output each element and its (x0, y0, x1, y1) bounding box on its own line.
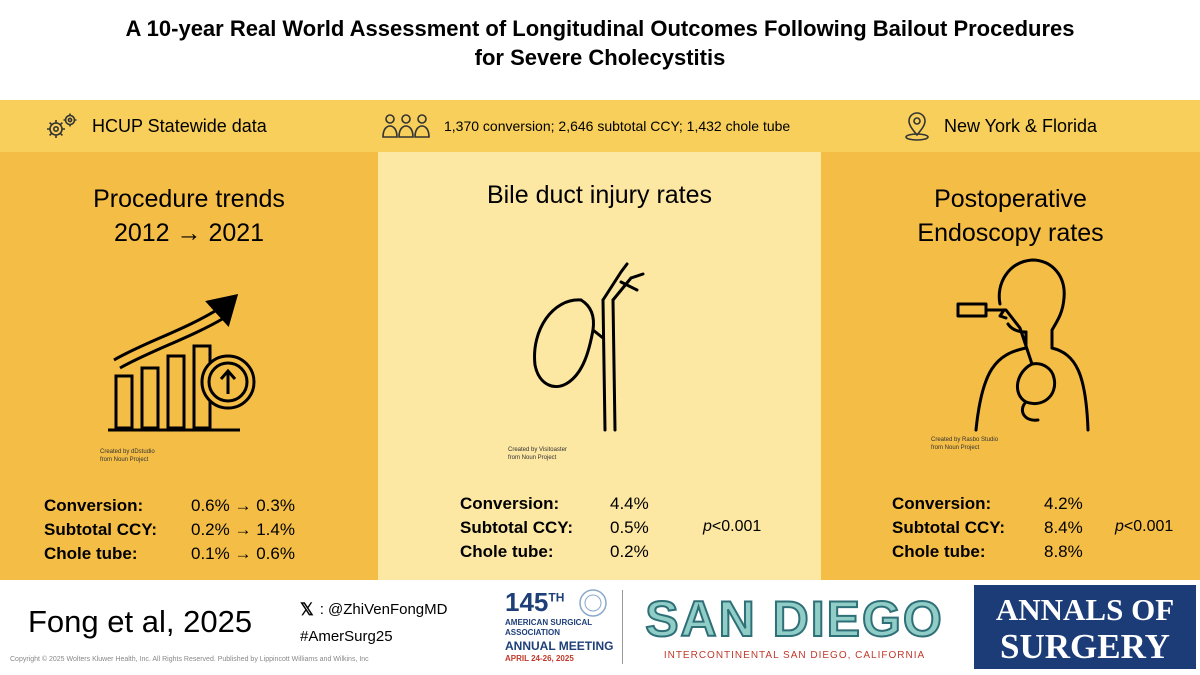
stat-label: Conversion: (460, 494, 560, 513)
stat-label: Chole tube: (44, 544, 138, 563)
meeting-number-suffix: TH (548, 590, 565, 605)
stat-row: Conversion: 4.2% (892, 492, 1083, 516)
bile-duct-injury-stats: Conversion: 4.4% Subtotal CCY: 0.5% Chole … (460, 492, 649, 564)
stat-row: Subtotal CCY: 8.4% (892, 516, 1083, 540)
asa-seal-icon (579, 589, 607, 617)
stat-label: Subtotal CCY: (44, 520, 158, 539)
procedure-trends-title: Procedure trends 2012 → 2021 (0, 182, 378, 250)
copyright: Copyright © 2025 Wolters Kluwer Health, … (10, 656, 369, 663)
x-logo-icon: 𝕏 (300, 600, 314, 619)
left-icon-credit: Created by dDstudio from Noun Project (100, 448, 155, 464)
left-credit-line-1: Created by dDstudio (100, 449, 155, 455)
san-diego-logo: SAN DIEGO INTERCONTINENTAL SAN DIEGO, CA… (632, 588, 957, 664)
location-item: New York & Florida (902, 100, 1097, 152)
stat-label: Chole tube: (892, 542, 986, 561)
stat-label: Conversion: (892, 494, 992, 513)
procedure-trends-title-line-1: Procedure trends (93, 185, 285, 213)
cohort-item: 1,370 conversion; 2,646 subtotal CCY; 1,… (380, 100, 790, 152)
growth-chart-icon (108, 294, 256, 432)
right-icon-credit: Created by Rasbo Studio from Noun Projec… (931, 436, 998, 452)
endoscopy-panel: Postoperative Endoscopy rates Created by… (821, 152, 1200, 580)
center-p-value: p<0.001 (703, 518, 761, 536)
stat-value: 8.4% (1044, 518, 1083, 537)
stat-row: Chole tube: 8.8% (892, 540, 1083, 564)
location-text: New York & Florida (944, 115, 1098, 136)
annals-of-surgery-logo: ANNALS OF SURGERY (974, 585, 1196, 669)
stat-value: 0.2% → 1.4% (191, 520, 295, 539)
stat-label: Subtotal CCY: (460, 518, 574, 537)
meeting-number: 145TH (505, 587, 564, 618)
p-threshold: <0.001 (1123, 518, 1174, 535)
right-credit-line-2: from Noun Project (931, 445, 980, 451)
page-title: A 10-year Real World Assessment of Longi… (0, 14, 1200, 72)
journal-line-2: SURGERY (1000, 627, 1170, 666)
people-group-icon (382, 114, 430, 138)
meeting-org: AMERICAN SURGICAL ASSOCIATION (505, 618, 592, 637)
meeting-dates: APRIL 24-26, 2025 (505, 654, 574, 663)
p-symbol: p (703, 518, 712, 535)
info-strip: HCUP Statewide data 1,370 conversion; 2,… (0, 100, 1200, 152)
hashtag[interactable]: #AmerSurg25 (300, 628, 393, 645)
bile-duct-injury-title: Bile duct injury rates (486, 181, 713, 209)
center-icon-credit: Created by Visitoaster from Noun Project (508, 446, 567, 462)
center-credit-line-1: Created by Visitoaster (508, 447, 567, 453)
twitter-handle[interactable]: : @ZhiVenFongMD (319, 601, 448, 618)
meeting-number-value: 145 (505, 587, 549, 617)
gears-icon (47, 113, 77, 138)
venue-text: INTERCONTINENTAL SAN DIEGO, CALIFORNIA (663, 650, 926, 661)
title-line-1: A 10-year Real World Assessment of Longi… (125, 16, 1075, 41)
stat-label: Conversion: (44, 496, 144, 515)
bile-duct-injury-panel: Bile duct injury rates Created by Visito… (378, 152, 821, 580)
p-threshold: <0.001 (711, 518, 762, 535)
stat-value: 8.8% (1044, 542, 1083, 561)
endoscopy-stats: Conversion: 4.2% Subtotal CCY: 8.4% Chole … (892, 492, 1083, 564)
citation: Fong et al, 2025 (28, 604, 253, 639)
endoscopy-person-icon (956, 258, 1090, 432)
right-credit-line-1: Created by Rasbo Studio (931, 437, 999, 443)
social-block: 𝕏 : @ZhiVenFongMD #AmerSurg25 (300, 596, 447, 650)
footer-divider (622, 590, 623, 664)
stat-row: Chole tube: 0.2% (460, 540, 649, 564)
data-source-item: HCUP Statewide data (44, 100, 267, 152)
stat-value: 0.5% (610, 518, 649, 537)
procedure-trends-stats: Conversion: 0.6% → 0.3% Subtotal CCY: 0.2%… (44, 494, 295, 566)
stat-value: 4.4% (610, 494, 649, 513)
stat-row: Subtotal CCY: 0.5% (460, 516, 649, 540)
procedure-trends-title-line-2: 2012 → 2021 (113, 219, 265, 247)
right-p-value: p<0.001 (1115, 518, 1173, 536)
cohort-text: 1,370 conversion; 2,646 subtotal CCY; 1,… (444, 118, 791, 134)
left-credit-line-2: from Noun Project (100, 457, 149, 463)
stat-value: 0.1% → 0.6% (191, 544, 295, 563)
stat-row: Chole tube: 0.1% → 0.6% (44, 542, 295, 566)
stat-label: Chole tube: (460, 542, 554, 561)
center-credit-line-2: from Noun Project (508, 455, 557, 461)
stat-row: Conversion: 0.6% → 0.3% (44, 494, 295, 518)
stat-row: Conversion: 4.4% (460, 492, 649, 516)
stat-value: 4.2% (1044, 494, 1083, 513)
stat-row: Subtotal CCY: 0.2% → 1.4% (44, 518, 295, 542)
endoscopy-title: Postoperative Endoscopy rates (821, 182, 1200, 250)
san-diego-wordmark: SAN DIEGO (644, 590, 944, 648)
stat-label: Subtotal CCY: (892, 518, 1006, 537)
meeting-name: ANNUAL MEETING (505, 639, 614, 653)
procedure-trends-panel: Procedure trends 2012 → 2021 Created by … (0, 152, 378, 580)
twitter-row: 𝕏 : @ZhiVenFongMD (300, 596, 447, 623)
journal-line-1: ANNALS OF (995, 592, 1175, 627)
stat-value: 0.6% → 0.3% (191, 496, 295, 515)
title-line-2: for Severe Cholecystitis (474, 45, 726, 70)
data-source-text: HCUP Statewide data (92, 115, 267, 136)
map-pin-icon (905, 112, 929, 141)
stat-value: 0.2% (610, 542, 649, 561)
p-symbol: p (1115, 518, 1124, 535)
endoscopy-title-line-1: Postoperative (934, 185, 1087, 213)
endoscopy-title-line-2: Endoscopy rates (917, 219, 1104, 247)
gallbladder-icon (533, 262, 645, 432)
